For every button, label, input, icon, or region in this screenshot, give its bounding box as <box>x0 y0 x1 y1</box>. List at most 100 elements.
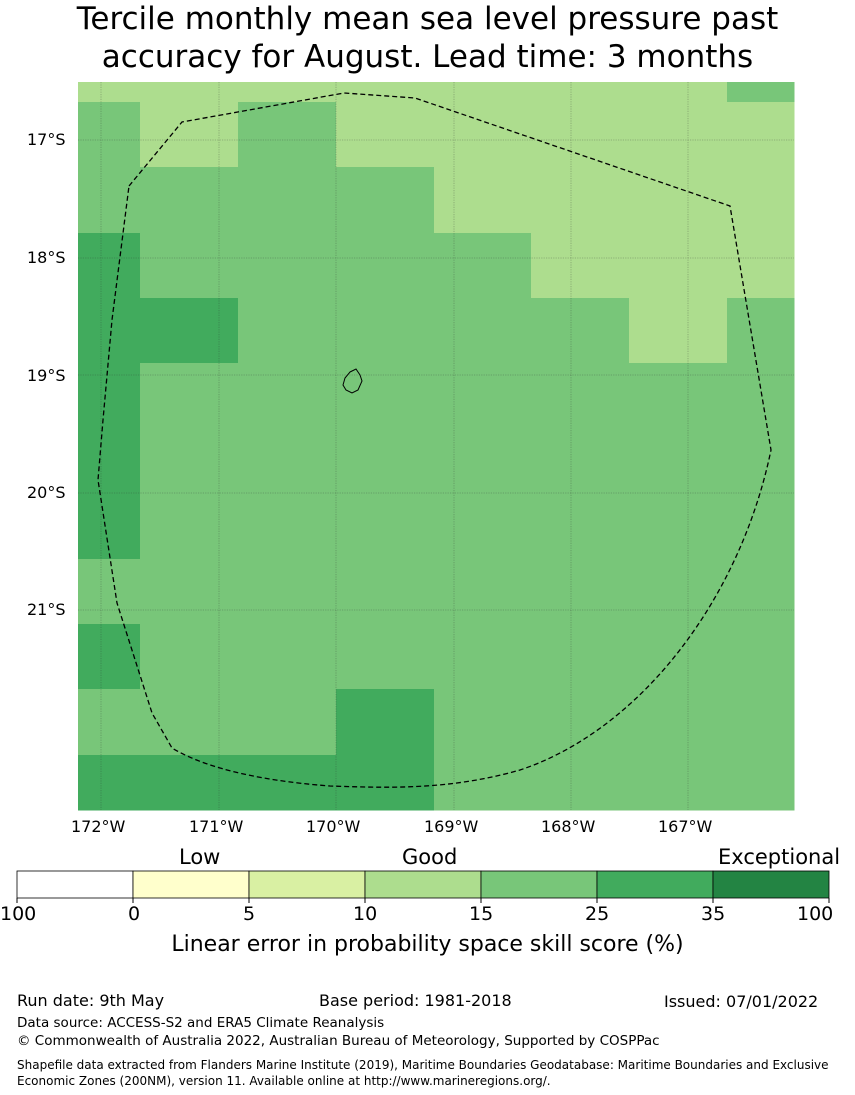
grid-cell <box>434 363 532 429</box>
grid-cell <box>629 298 728 364</box>
grid-cell <box>336 559 435 625</box>
map-title: Tercile monthly mean sea level pressure … <box>0 0 855 76</box>
grid-cell <box>140 624 239 690</box>
grid-cell <box>531 82 630 103</box>
grid-cell <box>78 624 141 690</box>
grid-cell <box>336 624 435 690</box>
grid-cell <box>140 233 239 299</box>
grid-cell <box>78 428 141 494</box>
legend-tick: 15 <box>469 903 494 925</box>
grid-cell <box>238 493 337 560</box>
grid-cell <box>140 559 239 625</box>
lon-tick-170w: 170°W <box>306 817 361 836</box>
grid-cell <box>531 559 630 625</box>
lon-tick-167w: 167°W <box>658 817 713 836</box>
lat-tick-20s: 20°S <box>27 483 66 502</box>
grid-cell <box>78 233 141 299</box>
data-source: Data source: ACCESS-S2 and ERA5 Climate … <box>17 1015 385 1031</box>
grid-cell <box>238 755 337 811</box>
grid-cell <box>78 493 141 560</box>
grid-cell <box>238 624 337 690</box>
grid-cell <box>727 428 795 494</box>
grid-cell <box>238 82 337 103</box>
lat-tick-17s: 17°S <box>27 130 66 149</box>
grid-cell <box>531 102 630 168</box>
grid-cell <box>140 363 239 429</box>
grid-cell <box>727 102 795 168</box>
grid-cell <box>434 167 532 234</box>
grid-cell <box>434 233 532 299</box>
lat-tick-21s: 21°S <box>27 600 66 619</box>
grid-cell <box>238 233 337 299</box>
run-date: Run date: 9th May <box>17 991 165 1010</box>
grid-cell <box>434 102 532 168</box>
grid-cell <box>629 167 728 234</box>
grid-cell <box>531 167 630 234</box>
colorbar-segment <box>596 870 714 899</box>
grid-cell <box>238 167 337 234</box>
grid-cell <box>336 755 435 811</box>
grid-cell <box>336 102 435 168</box>
grid-cell <box>140 493 239 560</box>
eez-boundary <box>97 92 772 788</box>
grid-cell <box>238 428 337 494</box>
grid-cell <box>78 363 141 429</box>
grid-cell <box>629 363 728 429</box>
legend-tick: 100 <box>0 903 37 925</box>
grid-cell <box>78 689 141 756</box>
legend-title: Linear error in probability space skill … <box>171 932 684 957</box>
grid-cell <box>727 82 795 103</box>
shapefile-credit-line-2: Economic Zones (200NM), version 11. Avai… <box>17 1074 551 1088</box>
grid-cell <box>727 298 795 364</box>
colorbar-segment <box>480 870 598 899</box>
grid-cell <box>434 298 532 364</box>
grid-cell <box>336 233 435 299</box>
grid-cell <box>140 167 239 234</box>
grid-cell <box>434 689 532 756</box>
copyright: © Commonwealth of Australia 2022, Austra… <box>17 1033 660 1049</box>
lat-tick-18s: 18°S <box>27 248 66 267</box>
grid-cell <box>434 428 532 494</box>
base-period: Base period: 1981-2018 <box>319 991 512 1010</box>
grid-cell <box>78 755 141 811</box>
legend-tick: 100 <box>797 903 834 925</box>
grid-cell <box>336 167 435 234</box>
grid-cell <box>238 102 337 168</box>
grid-cell <box>629 689 728 756</box>
grid-cell <box>238 363 337 429</box>
lat-tick-19s: 19°S <box>27 366 66 385</box>
grid-cell <box>531 298 630 364</box>
grid-cell <box>727 689 795 756</box>
island-outline <box>342 368 363 394</box>
colorbar-segment <box>132 870 250 899</box>
grid-cell <box>727 755 795 811</box>
grid-cell <box>336 493 435 560</box>
grid-cell <box>629 102 728 168</box>
legend-category-low: Low <box>179 845 221 869</box>
legend-category-exceptional: Exceptional <box>718 845 841 869</box>
title-line-1: Tercile monthly mean sea level pressure … <box>76 1 779 37</box>
legend-category-good: Good <box>402 845 458 869</box>
grid-cell <box>531 233 630 299</box>
grid-cell <box>629 82 728 103</box>
colorbar <box>16 870 830 903</box>
grid-cell <box>531 493 630 560</box>
colorbar-segment <box>248 870 366 899</box>
grid-cell <box>78 102 141 168</box>
grid-cell <box>238 298 337 364</box>
grid-cell <box>629 493 728 560</box>
gridlines <box>78 82 794 810</box>
grid-cell <box>78 167 141 234</box>
legend-tick: 25 <box>585 903 610 925</box>
grid-cell <box>434 82 532 103</box>
grid-cell <box>531 689 630 756</box>
grid-cell <box>727 559 795 625</box>
grid-cell <box>336 689 435 756</box>
title-line-2: accuracy for August. Lead time: 3 months <box>101 39 754 75</box>
grid-cell <box>531 755 630 811</box>
grid-cell <box>629 428 728 494</box>
grid-cell <box>531 624 630 690</box>
shapefile-credit-line-1: Shapefile data extracted from Flanders M… <box>17 1058 829 1072</box>
grid-cell <box>531 428 630 494</box>
grid-cell <box>78 298 141 364</box>
